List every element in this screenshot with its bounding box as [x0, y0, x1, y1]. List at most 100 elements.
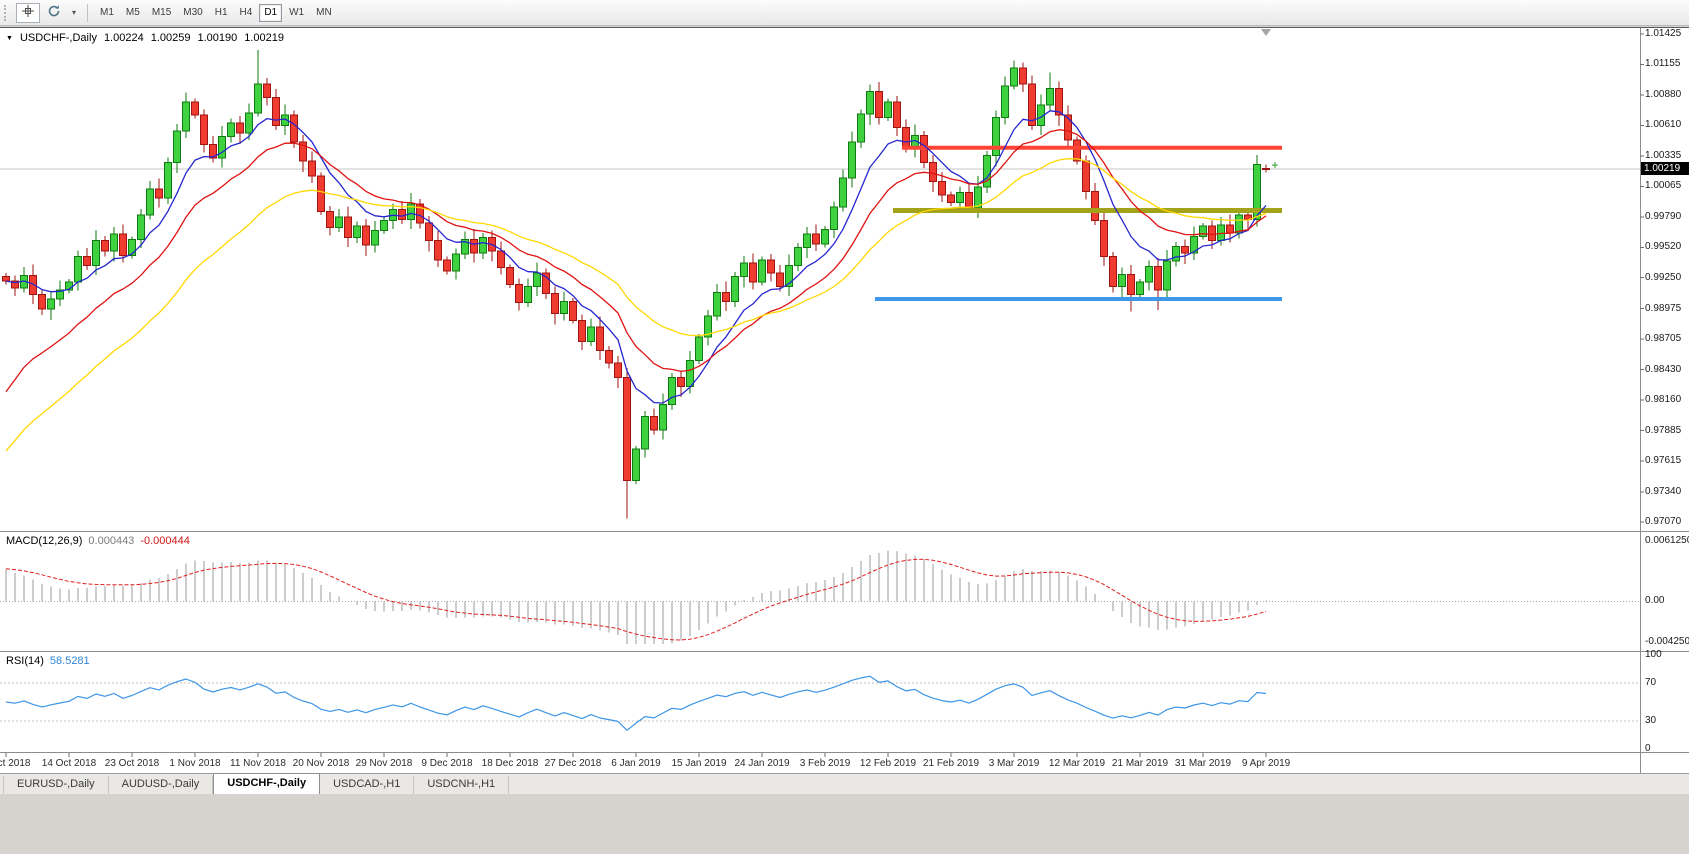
ma-line-fast — [5, 110, 1267, 404]
macd-axis-label: 0.0061250 — [1645, 535, 1689, 546]
current-price-tag: 1.00219 — [1641, 162, 1689, 176]
chart-tab-usdcad[interactable]: USDCAD-,H1 — [320, 776, 415, 794]
chart-tab-usdchf[interactable]: USDCHF-,Daily — [213, 773, 321, 794]
symbol-period-label: USDCHF-,Daily — [19, 32, 97, 44]
timeframe-button-m30[interactable]: M30 — [178, 4, 207, 22]
toolbar-drag-handle[interactable] — [4, 4, 10, 21]
price-axis-label: 0.97885 — [1645, 424, 1682, 436]
rsi-value: 58.5281 — [49, 655, 90, 667]
chart-tab-usdcnh[interactable]: USDCNH-,H1 — [414, 776, 510, 794]
price-axis-label: 0.97615 — [1645, 454, 1682, 466]
timeframe-button-m1[interactable]: M1 — [95, 4, 119, 22]
timeframe-button-h1[interactable]: H1 — [210, 4, 233, 22]
timeframe-button-mn[interactable]: MN — [311, 4, 337, 22]
date-axis-label: 11 Nov 2018 — [230, 758, 286, 769]
chart-shift-marker[interactable] — [1261, 29, 1271, 36]
date-axis-label: 21 Feb 2019 — [922, 758, 980, 769]
date-axis-label: 24 Jan 2019 — [734, 758, 790, 769]
refresh-dropdown-button[interactable]: ▾ — [68, 3, 80, 23]
date-axis-label: 31 Mar 2019 — [1174, 758, 1232, 769]
chart-window: ▼ USDCHF-,Daily 1.00224 1.00259 1.00190 … — [0, 27, 1689, 773]
price-axis-ticks — [1640, 33, 1644, 523]
price-axis-label: 0.98975 — [1645, 302, 1682, 314]
price-axis-label: 0.98160 — [1645, 393, 1682, 405]
date-axis[interactable]: 4 Oct 2018 14 Oct 2018 23 Oct 2018 1 Nov 20… — [0, 753, 1640, 773]
date-axis-label: 12 Feb 2019 — [859, 758, 917, 769]
chart-canvas[interactable] — [0, 28, 1689, 773]
price-axis-label: 1.01425 — [1645, 28, 1682, 39]
macd-histogram — [5, 550, 1267, 644]
ma-line-slow — [5, 158, 1267, 452]
date-axis-label: 9 Apr 2019 — [1241, 758, 1291, 769]
candlestick-series — [2, 50, 1270, 519]
rsi-axis-label: 70 — [1645, 677, 1657, 689]
ohlc-high-value: 1.00259 — [150, 32, 191, 44]
chart-tab-eurusd[interactable]: EURUSD-,Daily — [3, 776, 109, 794]
rsi-line — [5, 675, 1267, 731]
date-axis-label: 20 Nov 2018 — [292, 758, 350, 769]
ohlc-open-value: 1.00224 — [103, 32, 144, 44]
chart-tab-bar: EURUSD-,Daily AUDUSD-,Daily USDCHF-,Dail… — [0, 773, 1689, 794]
rsi-name: RSI(14) — [6, 655, 44, 667]
price-axis-label: 1.00065 — [1645, 180, 1682, 192]
chart-title-overlay: ▼ USDCHF-,Daily 1.00224 1.00259 1.00190 … — [6, 32, 284, 44]
date-axis-label: 4 Oct 2018 — [0, 758, 31, 769]
macd-indicator-label: MACD(12,26,9) 0.000443 -0.000444 — [6, 535, 190, 547]
date-axis-label: 3 Mar 2019 — [988, 758, 1040, 769]
price-axis-label: 0.99520 — [1645, 241, 1682, 253]
price-axis[interactable]: 1.01425 1.01155 1.00880 1.00610 1.00335 1.000… — [1641, 28, 1689, 754]
chart-menu-triangle-icon[interactable]: ▼ — [6, 34, 13, 42]
date-axis-label: 18 Dec 2018 — [481, 758, 539, 769]
rsi-indicator-label: RSI(14) 58.5281 — [6, 655, 90, 667]
date-axis-label: 14 Oct 2018 — [41, 758, 97, 769]
price-axis-label: 0.99250 — [1645, 271, 1682, 283]
toolbar-separator — [87, 3, 88, 22]
price-axis-label: 1.00610 — [1645, 119, 1682, 131]
price-axis-label: 0.98705 — [1645, 332, 1682, 344]
refresh-tool-button[interactable] — [42, 3, 66, 23]
macd-axis-label: -0.0042500 — [1645, 636, 1689, 647]
macd-signal-line — [5, 558, 1267, 641]
neckline-line[interactable] — [893, 207, 1282, 213]
macd-main-value: 0.000443 — [88, 535, 135, 547]
caret-down-icon: ▾ — [71, 8, 76, 17]
price-axis-label: 1.00880 — [1645, 89, 1682, 101]
price-axis-label: 0.99790 — [1645, 211, 1682, 223]
date-axis-label: 21 Mar 2019 — [1111, 758, 1169, 769]
bid-cross-marker — [1272, 162, 1278, 169]
crosshair-tool-button[interactable] — [16, 2, 40, 23]
rsi-axis-label: 0 — [1645, 743, 1651, 754]
price-axis-label: 1.00335 — [1645, 150, 1682, 162]
price-axis-label: 0.97340 — [1645, 485, 1682, 497]
date-axis-label: 29 Nov 2018 — [355, 758, 413, 769]
timeframe-toolbar: ▾ M1 M5 M15 M30 H1 H4 D1 W1 MN — [0, 0, 1689, 26]
refresh-icon — [47, 4, 61, 21]
price-axis-label: 0.97070 — [1645, 516, 1682, 527]
workspace-background — [0, 794, 1689, 854]
rsi-axis-label: 100 — [1645, 649, 1662, 660]
rsi-axis-label: 30 — [1645, 714, 1657, 726]
price-axis-label: 0.98430 — [1645, 363, 1682, 375]
crosshair-icon — [21, 4, 35, 21]
date-axis-label: 15 Jan 2019 — [671, 758, 727, 769]
timeframe-button-d1[interactable]: D1 — [259, 3, 283, 22]
chart-tab-audusd[interactable]: AUDUSD-,Daily — [109, 776, 214, 794]
ohlc-close-value: 1.00219 — [244, 32, 284, 44]
timeframe-button-m5[interactable]: M5 — [121, 4, 145, 22]
date-axis-label: 27 Dec 2018 — [544, 758, 602, 769]
ma-line-mid — [5, 129, 1267, 393]
timeframe-button-w1[interactable]: W1 — [284, 4, 309, 22]
date-axis-label: 23 Oct 2018 — [104, 758, 160, 769]
support-line[interactable] — [875, 297, 1282, 302]
date-axis-label: 12 Mar 2019 — [1048, 758, 1106, 769]
macd-name: MACD(12,26,9) — [6, 535, 83, 547]
date-axis-label: 3 Feb 2019 — [799, 758, 851, 769]
price-axis-label: 1.01155 — [1645, 58, 1681, 70]
timeframe-button-h4[interactable]: H4 — [235, 4, 258, 22]
date-axis-label: 6 Jan 2019 — [611, 758, 661, 769]
ohlc-low-value: 1.00190 — [197, 32, 238, 44]
date-axis-ticks — [5, 753, 1267, 757]
macd-axis-label: 0.00 — [1645, 595, 1665, 607]
date-axis-label: 9 Dec 2018 — [421, 758, 473, 769]
timeframe-button-m15[interactable]: M15 — [147, 4, 176, 22]
